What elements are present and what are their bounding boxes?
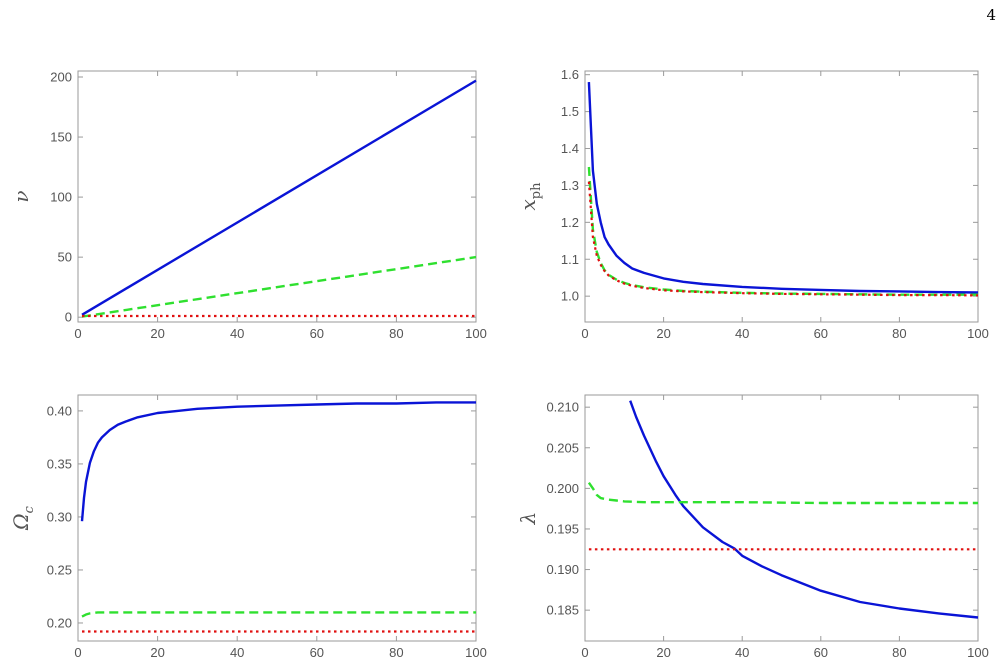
y-tick-label: 1.3 xyxy=(561,178,579,193)
x-tick-label: 100 xyxy=(465,326,487,341)
y-axis-label-main: λ xyxy=(516,512,540,526)
y-axis-label-subscript: ph xyxy=(529,182,544,199)
y-tick-label: 150 xyxy=(50,130,72,145)
x-tick-label: 80 xyxy=(892,645,906,660)
series-green-dashed-line xyxy=(81,611,476,618)
x-tick-label: 60 xyxy=(814,645,828,660)
y-tick-label: 1.5 xyxy=(561,104,579,119)
series-red-dotted-line xyxy=(587,181,979,297)
x-tick-label: 60 xyxy=(814,326,828,341)
y-tick-label: 0.25 xyxy=(47,562,72,577)
y-tick-label: 0.30 xyxy=(47,509,72,524)
y-tick-label: 1.1 xyxy=(561,252,579,267)
plot-frame xyxy=(77,70,477,323)
x-tick-label: 100 xyxy=(465,645,487,660)
chart-xph: 0 20 40 60 80 100 1.0 1.1 1.2 1.3 1.4 1.5 1.6 xph xyxy=(516,67,989,341)
series-blue-solid-line xyxy=(80,401,476,522)
y-tick-label: 0.205 xyxy=(546,440,579,455)
y-axis-label-subscript: c xyxy=(22,505,37,513)
x-tick-label: 100 xyxy=(967,645,989,660)
y-tick-label: 100 xyxy=(50,190,72,205)
chart-lambda: 0 20 40 60 80 100 0.185 0.190 0.195 0.200 0.205 0.2… xyxy=(516,394,989,660)
y-axis-label-main: Ω xyxy=(9,513,33,531)
y-tick-label: 0.40 xyxy=(47,403,72,418)
y-axis-label: xph xyxy=(516,182,544,211)
series-blue-solid-line xyxy=(587,82,979,294)
x-tick-label: 40 xyxy=(230,326,244,341)
series-green-dashed-line xyxy=(587,166,978,296)
y-tick-label: 0.20 xyxy=(47,615,72,630)
y-tick-label: 0.210 xyxy=(546,400,579,415)
x-tick-label: 100 xyxy=(967,326,989,341)
x-tick-label: 60 xyxy=(310,645,324,660)
x-tick-label: 40 xyxy=(735,326,749,341)
x-tick-label: 20 xyxy=(150,645,164,660)
y-tick-label: 0.185 xyxy=(546,603,579,618)
x-tick-label: 0 xyxy=(74,645,81,660)
series-blue-solid-line xyxy=(81,79,477,316)
y-tick-label: 0.35 xyxy=(47,456,72,471)
page-number: 4 xyxy=(986,6,996,24)
y-tick-label: 1.0 xyxy=(561,289,579,304)
y-tick-label: 0.200 xyxy=(546,481,579,496)
y-axis-label-main: ν xyxy=(9,190,33,202)
y-axis-label: ν xyxy=(9,190,33,202)
x-tick-label: 80 xyxy=(892,326,906,341)
y-tick-label: 0.190 xyxy=(546,562,579,577)
y-axis-label-main: x xyxy=(516,199,540,210)
y-tick-label: 50 xyxy=(58,250,72,265)
plot-frame xyxy=(77,394,477,642)
chart-omega: 0 20 40 60 80 100 0.20 0.25 0.30 0.35 0.40 Ωc xyxy=(9,394,487,660)
x-tick-label: 60 xyxy=(310,326,324,341)
y-axis-label: λ xyxy=(516,512,540,526)
x-tick-label: 80 xyxy=(389,326,403,341)
series-green-dashed-line xyxy=(587,482,978,505)
x-tick-label: 20 xyxy=(656,645,670,660)
y-tick-label: 0 xyxy=(65,310,72,325)
series-blue-solid-line xyxy=(629,400,979,619)
plot-frame xyxy=(584,70,979,323)
x-tick-label: 0 xyxy=(581,326,588,341)
y-tick-label: 0.195 xyxy=(546,521,579,536)
chart-nu: 0 20 40 60 80 100 0 50 100 150 200 ν xyxy=(9,70,487,341)
series-green-dashed-line xyxy=(81,255,477,318)
x-tick-label: 0 xyxy=(581,645,588,660)
x-tick-label: 20 xyxy=(150,326,164,341)
y-tick-label: 1.4 xyxy=(561,141,579,156)
x-tick-label: 20 xyxy=(656,326,670,341)
y-tick-label: 200 xyxy=(50,70,72,85)
y-tick-label: 1.2 xyxy=(561,215,579,230)
plot-frame xyxy=(584,394,979,642)
x-tick-label: 40 xyxy=(230,645,244,660)
x-tick-label: 40 xyxy=(735,645,749,660)
x-tick-label: 0 xyxy=(74,326,81,341)
y-axis-label: Ωc xyxy=(9,505,37,531)
y-tick-label: 1.6 xyxy=(561,67,579,82)
x-tick-label: 80 xyxy=(389,645,403,660)
